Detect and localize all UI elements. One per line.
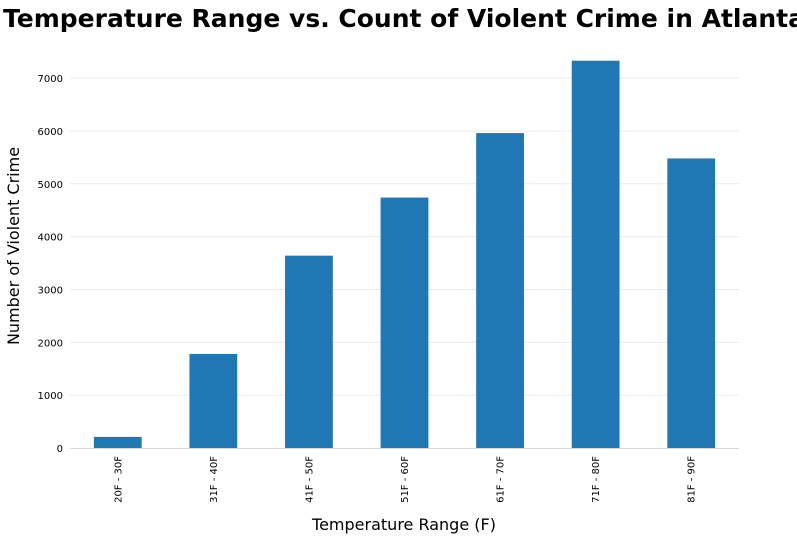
bar-4 [380,197,429,448]
bars [93,60,716,449]
bar-1 [93,436,142,448]
bar-3 [285,255,333,448]
x-tick-label-6: 71F - 80F [591,456,602,503]
x-tick-label-2: 31F - 40F [209,456,220,503]
x-tick-labels: 20F - 30F 31F - 40F 41F - 50F 51F - 60F 61F … [113,456,697,503]
y-tick-label-3000: 3000 [38,285,63,296]
chart-title: Temperature Range vs. Count of Violent C… [3,4,797,33]
y-axis-label: Number of Violent Crime [4,147,23,345]
x-tick-label-5: 61F - 70F [496,456,507,503]
bar-7 [667,158,716,448]
y-tick-label-2000: 2000 [38,338,63,349]
y-tick-labels: 0 1000 2000 3000 4000 5000 6000 7000 [38,74,63,455]
x-tick-label-1: 20F - 30F [113,456,124,503]
y-tick-label-7000: 7000 [38,74,63,85]
bar-5 [476,133,524,448]
x-axis-label: Temperature Range (F) [311,515,496,534]
y-tick-label-6000: 6000 [38,127,63,138]
y-tick-label-0: 0 [57,444,63,455]
bar-2 [189,353,238,448]
bar-6 [571,60,620,449]
x-tick-label-4: 51F - 60F [400,456,411,503]
y-tick-label-4000: 4000 [38,233,63,244]
y-tick-label-5000: 5000 [38,180,63,191]
x-tick-label-7: 81F - 90F [687,456,698,503]
y-tick-label-1000: 1000 [38,391,63,402]
x-tick-label-3: 41F - 50F [304,456,315,503]
